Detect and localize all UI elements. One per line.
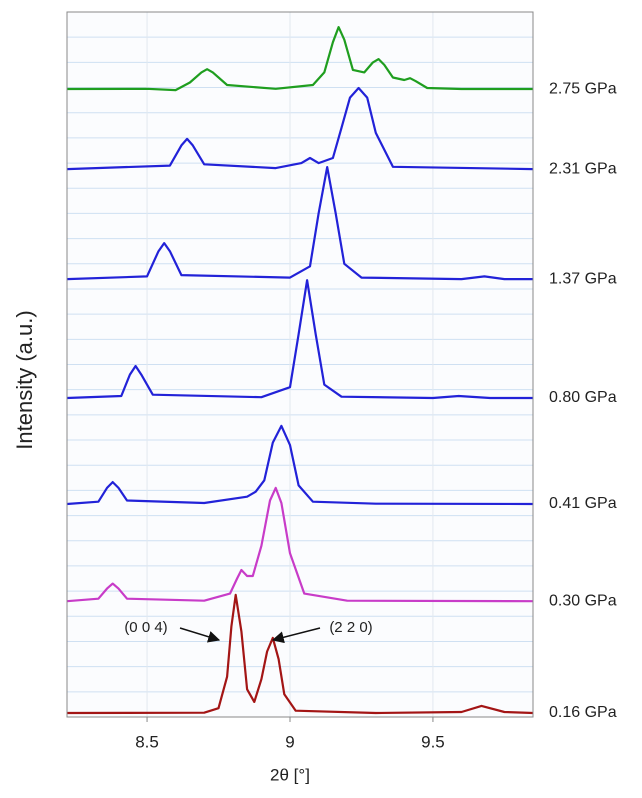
trace (66, 86, 534, 171)
annotation: (0 0 4) (124, 619, 167, 636)
x-axis-label: 2θ [°] (270, 765, 310, 784)
trace-label: 0.41 GPa (549, 495, 617, 512)
trace-label: 2.75 GPa (549, 80, 617, 97)
arrow (271, 627, 321, 644)
trace (66, 166, 533, 281)
plot-frame (66, 11, 534, 718)
x-tick-label: 9.5 (421, 732, 445, 751)
traces (66, 26, 534, 715)
grid (67, 11, 533, 718)
trace (66, 279, 533, 400)
trace (66, 26, 533, 92)
trace-label: 0.16 GPa (549, 704, 617, 721)
y-axis-label: Intensity (a.u.) (12, 310, 37, 449)
x-tick-label: 8.5 (135, 732, 159, 751)
trace-label: 2.31 GPa (549, 160, 617, 177)
annotation: (2 2 0) (329, 619, 372, 636)
trace (66, 486, 534, 603)
trace-label: 0.30 GPa (549, 592, 617, 609)
trace-label: 1.37 GPa (549, 270, 617, 287)
trace (66, 424, 534, 506)
x-tick-label: 9 (285, 732, 294, 751)
trace-label: 0.80 GPa (549, 389, 617, 406)
arrow (179, 627, 221, 643)
trace (66, 593, 534, 715)
